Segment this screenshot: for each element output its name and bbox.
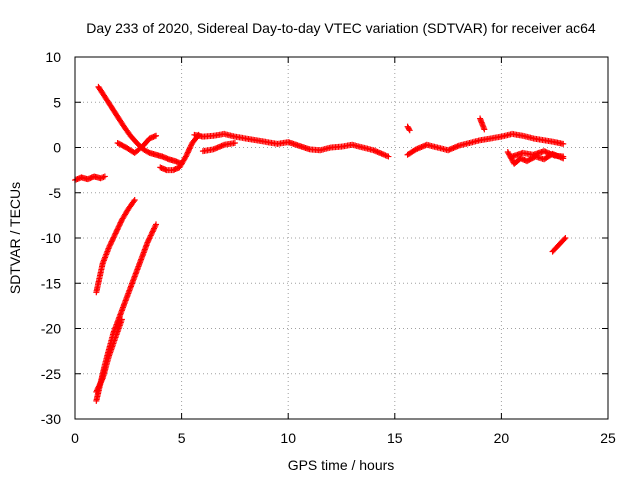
data-point (147, 233, 154, 240)
data-point (93, 387, 100, 394)
data-point (111, 233, 118, 240)
axis-ticks (74, 56, 609, 420)
data-point (149, 229, 156, 236)
data-point (146, 235, 153, 242)
data-point (562, 235, 569, 241)
data-point (183, 152, 190, 159)
data-point (98, 377, 105, 384)
y-tick-label: 10 (45, 49, 61, 65)
data-point (109, 237, 116, 244)
data-point (231, 139, 238, 146)
data-point (182, 153, 189, 160)
data-point (113, 229, 120, 236)
data-point (96, 382, 103, 389)
data-point (149, 228, 156, 235)
y-axis-label: SDTVAR / TECUs (7, 182, 23, 294)
data-point (97, 379, 104, 386)
x-axis-label: GPS time / hours (288, 457, 395, 473)
data-point (112, 230, 119, 237)
data-point (114, 226, 121, 233)
data-point (130, 198, 137, 205)
data-point (94, 386, 101, 393)
data-point (107, 241, 114, 248)
data-point (152, 222, 159, 229)
data-point (97, 380, 104, 387)
data-point (116, 220, 123, 227)
data-point (106, 242, 113, 249)
x-tick-label: 5 (178, 430, 186, 446)
data-points (72, 83, 569, 404)
y-tick-label: -30 (41, 411, 61, 427)
y-tick-label: 5 (53, 94, 61, 110)
y-tick-label: -5 (49, 185, 62, 201)
data-point (115, 223, 122, 230)
data-point (118, 316, 125, 323)
chart-title: Day 233 of 2020, Sidereal Day-to-day VTE… (86, 20, 596, 36)
tick-labels: 0 5 10 15 20 25 -30 -25 -20 -15 -10 -5 0 5 10 (41, 49, 616, 446)
y-tick-label: -15 (41, 275, 61, 291)
data-point (108, 239, 115, 246)
x-tick-label: 20 (494, 430, 510, 446)
data-point (147, 232, 154, 239)
data-point (115, 225, 122, 232)
data-point (560, 140, 567, 147)
x-tick-label: 15 (387, 430, 403, 446)
data-point (106, 244, 113, 251)
data-point (101, 173, 108, 180)
data-point (151, 224, 158, 231)
data-point (93, 388, 100, 395)
data-point (150, 226, 157, 233)
data-point (406, 127, 413, 134)
data-point (100, 174, 107, 181)
data-point (187, 142, 194, 149)
data-point (113, 227, 120, 234)
y-tick-label: -20 (41, 321, 61, 337)
data-point (109, 235, 116, 242)
data-point (99, 376, 106, 383)
data-point (560, 155, 567, 162)
data-point (116, 222, 123, 229)
data-point (185, 148, 192, 155)
data-point (95, 383, 102, 390)
data-point (117, 219, 124, 226)
data-point (385, 153, 392, 160)
data-point (144, 239, 151, 246)
x-tick-label: 10 (280, 430, 296, 446)
data-point (184, 150, 191, 157)
data-point (153, 221, 160, 228)
data-point (481, 126, 488, 133)
y-tick-label: -10 (41, 230, 61, 246)
data-point (148, 231, 155, 238)
data-point (187, 144, 194, 151)
data-point (99, 174, 106, 181)
x-tick-label: 25 (600, 430, 616, 446)
y-tick-label: 0 (53, 140, 61, 156)
x-tick-label: 0 (71, 430, 79, 446)
data-point (131, 196, 138, 203)
data-point (111, 231, 118, 238)
y-tick-label: -25 (41, 366, 61, 382)
data-point (186, 146, 193, 153)
data-point (184, 149, 191, 156)
data-point (406, 126, 413, 133)
plot-frame (74, 56, 609, 420)
data-point (151, 225, 158, 232)
data-point (145, 238, 152, 245)
data-point (145, 236, 152, 243)
data-point (108, 238, 115, 245)
data-point (153, 132, 160, 139)
grid-lines (75, 57, 608, 419)
data-point (561, 236, 568, 243)
data-point (95, 384, 102, 391)
data-point (186, 145, 193, 152)
data-point (110, 234, 117, 241)
